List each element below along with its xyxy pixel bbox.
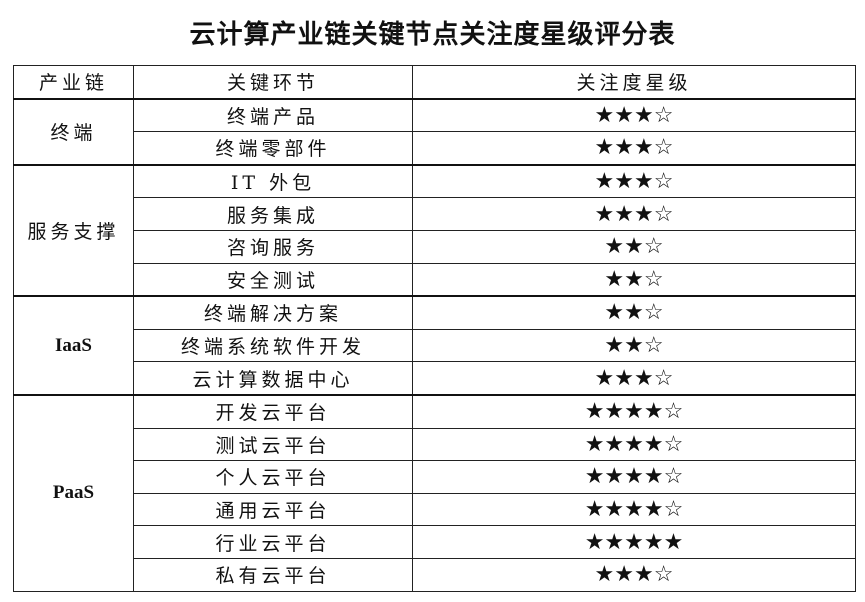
node-cell: 安全测试 bbox=[133, 262, 413, 297]
star-rating-cell: ★★☆ bbox=[412, 229, 856, 264]
table-row: 终端零部件 ★★★☆ bbox=[14, 131, 856, 166]
node-cell: 终端产品 bbox=[133, 97, 413, 133]
star-rating-cell: ★★★★★ bbox=[412, 525, 856, 559]
star-rating-cell: ★★★☆ bbox=[412, 361, 856, 396]
table-row: 行业云平台 ★★★★★ bbox=[14, 525, 856, 559]
node-cell: 咨询服务 bbox=[133, 229, 413, 264]
node-cell: 私有云平台 bbox=[133, 557, 413, 592]
star-rating-cell: ★★★★☆ bbox=[412, 492, 856, 527]
table-row: IaaS 终端解决方案 ★★☆ bbox=[13, 295, 856, 396]
table-row: 终端 终端产品 ★★★☆ bbox=[13, 97, 856, 166]
header-node: 关键环节 bbox=[133, 64, 413, 100]
header-rating: 关注度星级 bbox=[412, 64, 856, 100]
table-row: 服务集成 ★★★☆ bbox=[14, 197, 856, 231]
node-cell: 终端系统软件开发 bbox=[133, 328, 413, 363]
chain-cell: PaaS bbox=[13, 393, 134, 592]
table-row: 终端系统软件开发 ★★☆ bbox=[14, 328, 856, 363]
star-rating-cell: ★★★☆ bbox=[412, 557, 856, 592]
node-cell: IT 外包 bbox=[133, 163, 413, 199]
node-cell: 行业云平台 bbox=[133, 525, 413, 559]
node-cell: 云计算数据中心 bbox=[133, 361, 413, 396]
star-rating-cell: ★★☆ bbox=[412, 262, 856, 297]
node-cell: 开发云平台 bbox=[133, 393, 413, 429]
node-cell: 测试云平台 bbox=[133, 427, 413, 462]
node-cell: 终端解决方案 bbox=[133, 295, 413, 330]
table-row: PaaS 开发云平台 ★★★★☆ bbox=[13, 393, 856, 592]
star-rating-cell: ★★★★☆ bbox=[412, 427, 856, 462]
table-row: 通用云平台 ★★★★☆ bbox=[14, 492, 856, 527]
star-rating-cell: ★★☆ bbox=[412, 295, 856, 330]
star-rating-cell: ★★★☆ bbox=[412, 197, 856, 231]
star-rating-cell: ★★★★☆ bbox=[412, 460, 856, 494]
table-row: 个人云平台 ★★★★☆ bbox=[14, 460, 856, 494]
table-row: 测试云平台 ★★★★☆ bbox=[14, 427, 856, 462]
chain-cell: 服务支撑 bbox=[13, 163, 134, 297]
header-chain: 产业链 bbox=[13, 64, 134, 100]
star-rating-cell: ★★★☆ bbox=[412, 163, 856, 199]
rating-table: 产业链 关键环节 关注度星级 终端 终端产品 ★★★☆ 终端零部件 ★★★☆ 服务支撑 IT… bbox=[13, 64, 856, 592]
page-title: 云计算产业链关键节点关注度星级评分表 bbox=[189, 20, 676, 50]
table-row: 服务支撑 IT 外包 ★★★☆ bbox=[13, 163, 856, 297]
table-row: 咨询服务 ★★☆ bbox=[14, 229, 856, 264]
table-row: 私有云平台 ★★★☆ bbox=[14, 557, 856, 592]
chain-cell: 终端 bbox=[13, 97, 134, 166]
node-cell: 终端零部件 bbox=[133, 131, 413, 166]
chain-cell: IaaS bbox=[13, 295, 134, 396]
node-cell: 通用云平台 bbox=[133, 492, 413, 527]
node-cell: 个人云平台 bbox=[133, 460, 413, 494]
star-rating-cell: ★★★☆ bbox=[412, 131, 856, 166]
star-rating-cell: ★★★☆ bbox=[412, 97, 856, 133]
header-row: 产业链 关键环节 关注度星级 bbox=[13, 64, 856, 100]
table-row: 安全测试 ★★☆ bbox=[14, 262, 856, 297]
table-row: 云计算数据中心 ★★★☆ bbox=[14, 361, 856, 396]
star-rating-cell: ★★★★☆ bbox=[412, 393, 856, 429]
node-cell: 服务集成 bbox=[133, 197, 413, 231]
star-rating-cell: ★★☆ bbox=[412, 328, 856, 363]
